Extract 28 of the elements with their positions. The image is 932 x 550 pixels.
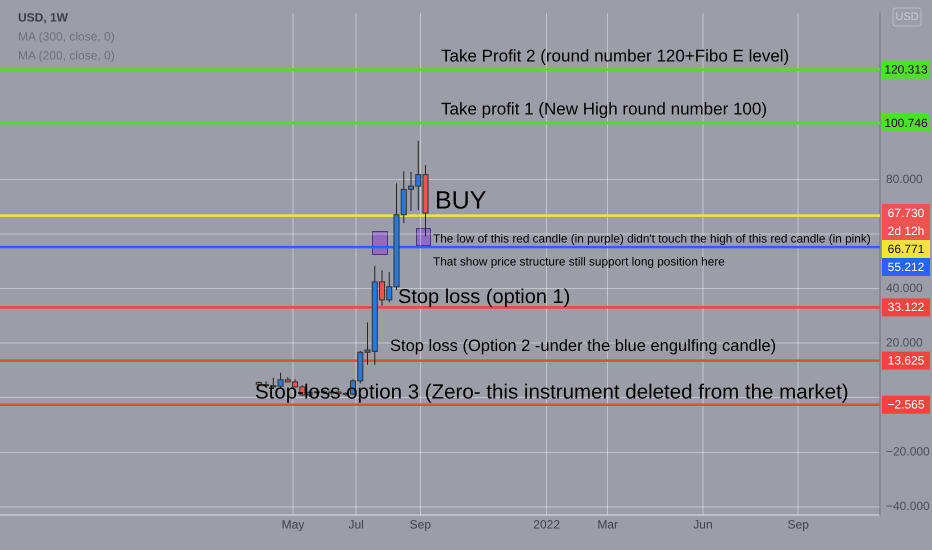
y-tick-label: −20.000 bbox=[886, 444, 930, 459]
text: 13.625 bbox=[888, 353, 925, 368]
y-tick-label: 20.000 bbox=[886, 336, 924, 350]
chart-title: USD, 1W bbox=[18, 10, 69, 24]
ref-line-label: Stop loss (option 1) bbox=[398, 286, 570, 308]
ref-line-label: Stop loss (Option 2 -under the blue engulfing candle) bbox=[390, 337, 776, 356]
text: 33.122 bbox=[888, 300, 925, 314]
ref-line-label: The low of this red candle (in purple) didn't touch the high of this red candle (in pink) That show price structure still support long position here bbox=[433, 231, 871, 268]
x-tick-label: Sep bbox=[410, 518, 432, 532]
text: 2d 12h bbox=[888, 224, 924, 238]
y-tick-label: −40.000 bbox=[886, 499, 930, 514]
text: 66.771 bbox=[888, 242, 925, 256]
x-tick-label: May bbox=[282, 518, 304, 532]
x-tick-label: 2022 bbox=[533, 518, 560, 532]
ref-line-label: Take profit 1 (New High round number 100) bbox=[441, 100, 767, 119]
text: 120.313 bbox=[884, 62, 928, 76]
x-tick-label: Jun bbox=[693, 518, 713, 532]
y-tick-label: 80.000 bbox=[886, 172, 924, 186]
x-tick-label: Sep bbox=[788, 518, 810, 532]
text: 55.212 bbox=[888, 260, 925, 274]
x-tick-label: Jul bbox=[348, 518, 364, 532]
ref-line-label: BUY bbox=[435, 186, 487, 215]
y-tick-label: 40.000 bbox=[886, 280, 924, 295]
text: 67.730 bbox=[888, 206, 925, 220]
ref-line-label: Take Profit 2 (round number 120+Fibo E level) bbox=[441, 46, 790, 66]
x-tick-label: Mar bbox=[597, 518, 618, 532]
text: −2.565 bbox=[887, 398, 925, 412]
text: 100.746 bbox=[884, 116, 928, 130]
